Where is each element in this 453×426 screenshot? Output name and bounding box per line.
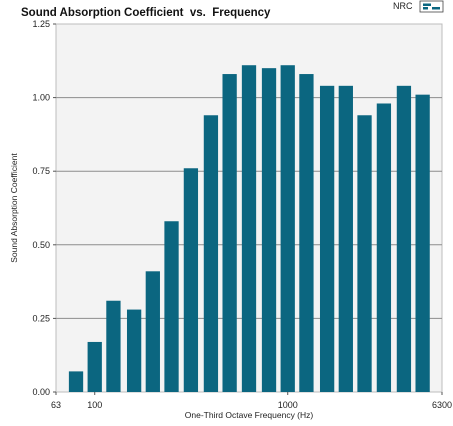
bar <box>145 271 160 392</box>
y-tick-label: 0.75 <box>32 166 50 176</box>
bar <box>261 68 277 392</box>
y-tick-label: 0.25 <box>32 313 50 323</box>
chart-title: Sound Absorption Coefficient vs. Frequen… <box>21 7 271 19</box>
x-axis: 63 100 1000 6300 <box>51 392 452 410</box>
legend: NRC <box>393 0 444 13</box>
bar <box>183 168 199 392</box>
bar <box>87 341 102 392</box>
legend-swatch-icon <box>419 0 444 13</box>
bar <box>376 103 392 393</box>
bar <box>222 74 237 393</box>
bar <box>396 85 412 392</box>
y-tick-label: 1.25 <box>32 19 50 29</box>
x-tick-label: 1000 <box>278 400 298 410</box>
y-axis: 0.00 0.25 0.50 0.75 1.00 1.25 <box>32 19 56 397</box>
bar <box>68 371 84 392</box>
bar <box>203 115 219 392</box>
bar <box>280 65 295 392</box>
y-tick-label: 0.50 <box>32 240 50 250</box>
bars <box>68 65 430 393</box>
bar <box>338 85 353 392</box>
x-tick-label: 63 <box>51 400 61 410</box>
y-tick-label: 0.00 <box>32 387 50 397</box>
bar <box>126 309 142 392</box>
x-axis-label: One-Third Octave Frequency (Hz) <box>185 410 314 420</box>
y-axis-label: Sound Absorption Coefficient <box>9 153 19 263</box>
x-tick-label: 6300 <box>432 400 452 410</box>
bar <box>357 115 372 392</box>
bar <box>299 74 314 393</box>
bar <box>164 221 179 392</box>
legend-label: NRC <box>393 1 413 11</box>
x-tick-label: 100 <box>87 400 102 410</box>
bar <box>415 94 430 392</box>
bar <box>319 85 335 392</box>
y-tick-label: 1.00 <box>32 93 50 103</box>
bar <box>241 65 257 392</box>
bar <box>106 300 121 392</box>
